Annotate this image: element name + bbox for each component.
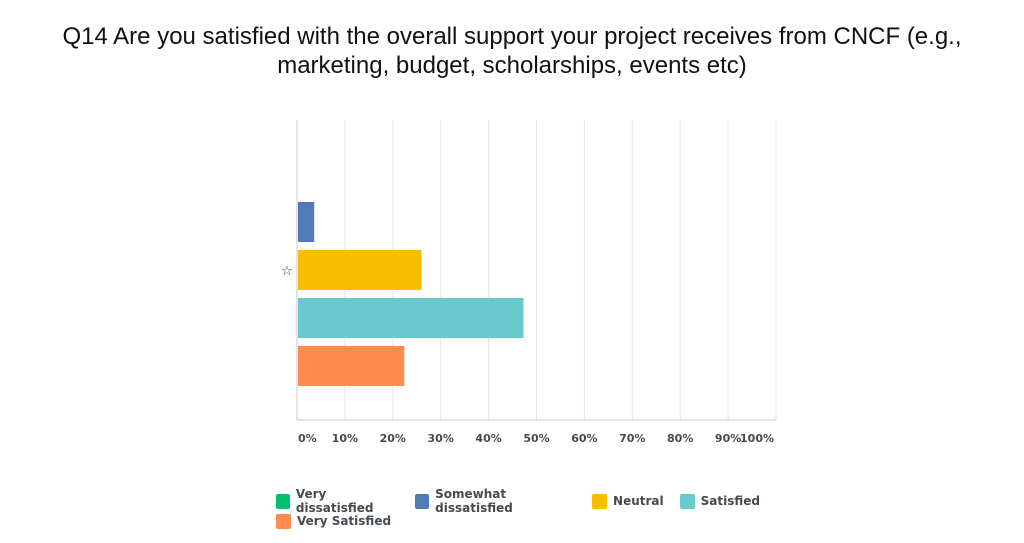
x-tick-label: 80%	[667, 432, 693, 445]
legend-label: Very dissatisfied	[295, 487, 374, 515]
chart-title: Q14 Are you satisfied with the overall s…	[40, 22, 984, 80]
legend-item: Somewhat dissatisfied	[415, 487, 576, 515]
legend-item: Satisfied	[679, 493, 760, 509]
legend-swatch	[679, 493, 695, 509]
x-tick-label: 100%	[740, 432, 774, 445]
legend-item: Very dissatisfied	[276, 487, 399, 515]
legend-label: Satisfied	[700, 494, 760, 508]
legend-row: Very Satisfied	[276, 513, 776, 529]
legend-item: Neutral	[592, 493, 664, 509]
x-tick-label: 0%	[298, 432, 317, 445]
legend-swatch	[276, 493, 290, 509]
x-tick-label: 70%	[619, 432, 645, 445]
x-tick-label: 60%	[571, 432, 597, 445]
x-tick-label: 20%	[380, 432, 406, 445]
x-tick-label: 90%	[715, 432, 741, 445]
x-tick-label: 50%	[523, 432, 549, 445]
x-tick-label: 40%	[475, 432, 501, 445]
legend-row: Very dissatisfied Somewhat dissatisfied Ne…	[276, 487, 776, 515]
legend-label: Somewhat dissatisfied	[435, 487, 513, 515]
bar	[298, 250, 422, 290]
bar	[298, 298, 524, 338]
legend-label: Very Satisfied	[297, 514, 392, 528]
bar	[298, 202, 315, 242]
legend-item: Very Satisfied	[276, 513, 392, 529]
category-label: ☆	[281, 264, 293, 279]
legend-label: Neutral	[613, 494, 664, 508]
x-tick-label: 30%	[428, 432, 454, 445]
bar	[298, 346, 405, 386]
chart-title-line-1: Q14 Are you satisfied with the overall s…	[62, 23, 962, 50]
x-tick-label: 10%	[332, 432, 358, 445]
chart-legend: Very dissatisfied Somewhat dissatisfied Ne…	[276, 487, 776, 533]
legend-swatch	[592, 493, 608, 509]
legend-swatch	[415, 493, 430, 509]
chart-title-line-2: marketing, budget, scholarships, events …	[277, 52, 747, 79]
legend-swatch	[276, 513, 291, 529]
